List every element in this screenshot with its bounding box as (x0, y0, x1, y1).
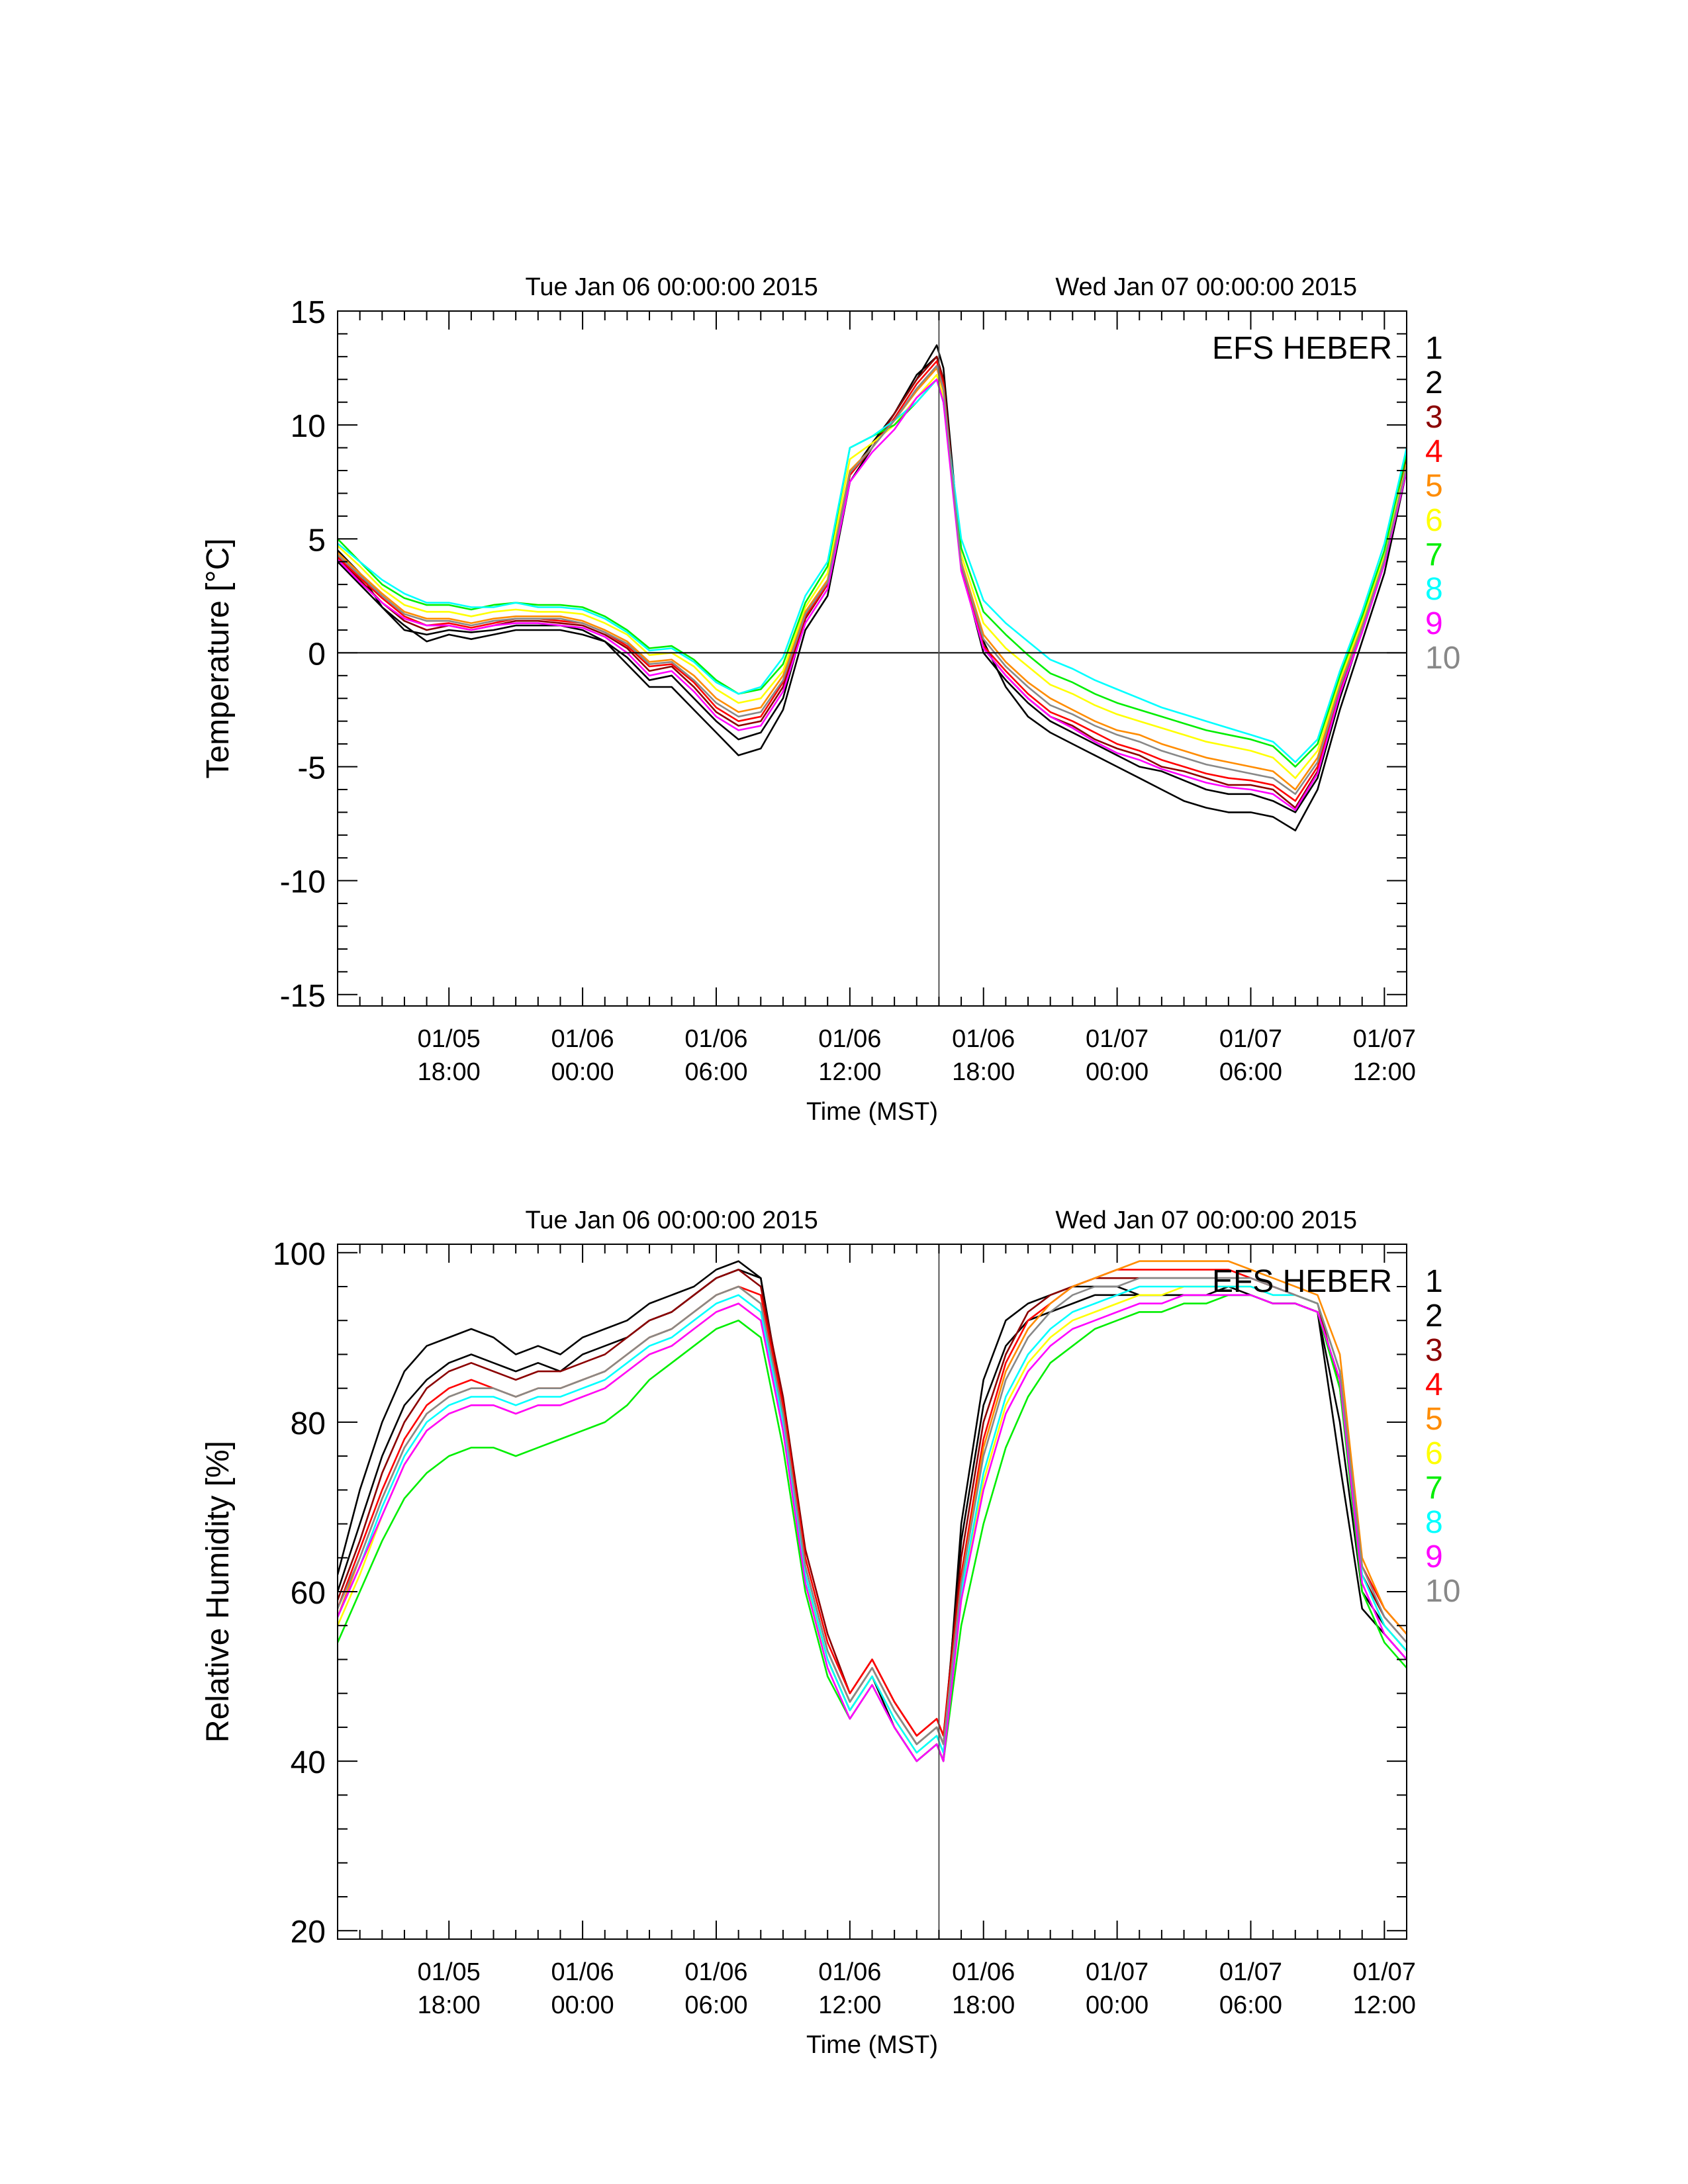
x-tick-time: 18:00 (952, 1058, 1015, 1086)
legend-item-1: 1 (1425, 331, 1443, 366)
y-tick-label: -5 (297, 751, 326, 786)
temperature-chart: 01/05 18:00 01/06 00:00 01/06 06:00 01/06 12:00… (201, 273, 1460, 1125)
legend-item-6: 6 (1425, 1436, 1443, 1471)
series-line-3 (338, 355, 1407, 809)
y-tick-label: 15 (291, 295, 326, 330)
legend-item-3: 3 (1425, 1333, 1443, 1368)
x-tick-date: 01/06 (684, 1958, 747, 1986)
station-label: EFS HEBER (1212, 331, 1392, 366)
series-group (338, 344, 1407, 832)
y-tick-label: 0 (308, 637, 326, 672)
legend-item-9: 9 (1425, 606, 1443, 641)
series-line-7 (338, 378, 1407, 768)
series-line-8 (338, 378, 1407, 763)
x-tick-date: 01/07 (1086, 1958, 1149, 1986)
x-tick-date: 01/07 (1353, 1025, 1416, 1053)
x-tick-time: 00:00 (1086, 1991, 1149, 2019)
x-tick-time: 00:00 (551, 1991, 614, 2019)
x-axis-title: Time (MST) (806, 2031, 938, 2059)
x-tick-time: 12:00 (1353, 1991, 1416, 2019)
top-date-label: Wed Jan 07 00:00:00 2015 (1055, 273, 1357, 301)
series-line-5 (338, 367, 1407, 791)
y-tick-label: 10 (291, 409, 326, 444)
x-tick-date: 01/07 (1353, 1958, 1416, 1986)
legend-item-2: 2 (1425, 365, 1443, 400)
series-line-1 (338, 344, 1407, 832)
legend-item-3: 3 (1425, 400, 1443, 435)
x-tick-date: 01/06 (551, 1025, 614, 1053)
x-tick-date: 01/06 (952, 1025, 1015, 1053)
legend-item-4: 4 (1425, 434, 1443, 469)
top-date-label: Wed Jan 07 00:00:00 2015 (1055, 1206, 1357, 1234)
x-tick-time: 18:00 (418, 1991, 481, 2019)
x-tick-date: 01/06 (551, 1958, 614, 1986)
legend-item-10: 10 (1425, 641, 1460, 676)
y-tick-label: -10 (280, 865, 326, 900)
y-tick-label: 100 (273, 1237, 326, 1272)
x-tick-time: 12:00 (818, 1991, 881, 2019)
x-tick-time: 18:00 (952, 1991, 1015, 2019)
top-date-label: Tue Jan 06 00:00:00 2015 (526, 1206, 818, 1234)
x-tick-time: 18:00 (418, 1058, 481, 1086)
x-tick-time: 06:00 (684, 1991, 747, 2019)
x-tick-time: 12:00 (1353, 1058, 1416, 1086)
x-tick-date: 01/05 (418, 1025, 481, 1053)
humidity-chart: 01/05 18:00 01/06 00:00 01/06 06:00 01/06 12:00… (201, 1206, 1460, 2059)
legend-item-10: 10 (1425, 1574, 1460, 1609)
plot-frame (337, 310, 1407, 1007)
series-line-4 (338, 1269, 1407, 1737)
x-tick-date: 01/06 (684, 1025, 747, 1053)
x-tick-date: 01/07 (1219, 1025, 1282, 1053)
series-line-3 (338, 1269, 1407, 1737)
x-tick-time: 00:00 (1086, 1058, 1149, 1086)
legend-item-6: 6 (1425, 503, 1443, 538)
x-tick-date: 01/07 (1086, 1025, 1149, 1053)
series-line-10 (338, 1277, 1407, 1745)
legend-item-8: 8 (1425, 572, 1443, 607)
y-tick-label: -15 (280, 979, 326, 1014)
x-axis-title: Time (MST) (806, 1098, 938, 1125)
top-date-label: Tue Jan 06 00:00:00 2015 (526, 273, 818, 301)
legend-item-2: 2 (1425, 1298, 1443, 1334)
x-tick-time: 06:00 (1219, 1991, 1282, 2019)
series-line-1 (338, 1260, 1407, 1762)
x-tick-date: 01/06 (952, 1958, 1015, 1986)
series-line-9 (338, 378, 1407, 811)
legend-item-8: 8 (1425, 1505, 1443, 1540)
y-axis-title: Relative Humidity [%] (201, 1441, 236, 1743)
y-axis-title: Temperature [°C] (201, 538, 236, 778)
x-tick-time: 06:00 (1219, 1058, 1282, 1086)
series-line-5 (338, 1260, 1407, 1745)
y-tick-label: 60 (291, 1576, 326, 1611)
x-tick-date: 01/05 (418, 1958, 481, 1986)
x-tick-date: 01/06 (818, 1025, 881, 1053)
legend-item-1: 1 (1425, 1264, 1443, 1299)
y-tick-label: 80 (291, 1406, 326, 1441)
series-group (338, 1260, 1407, 1762)
x-tick-time: 12:00 (818, 1058, 881, 1086)
x-tick-date: 01/07 (1219, 1958, 1282, 1986)
y-tick-label: 5 (308, 523, 326, 558)
x-tick-time: 00:00 (551, 1058, 614, 1086)
series-line-6 (338, 1285, 1407, 1754)
series-line-10 (338, 365, 1407, 796)
plot-frame (337, 1244, 1407, 1940)
legend-item-4: 4 (1425, 1367, 1443, 1402)
x-tick-time: 06:00 (684, 1058, 747, 1086)
legend-item-5: 5 (1425, 469, 1443, 504)
x-tick-date: 01/06 (818, 1958, 881, 1986)
station-label: EFS HEBER (1212, 1264, 1392, 1299)
legend-item-9: 9 (1425, 1539, 1443, 1574)
series-line-8 (338, 1285, 1407, 1754)
y-tick-label: 20 (291, 1915, 326, 1950)
series-line-9 (338, 1294, 1407, 1762)
legend-item-7: 7 (1425, 1471, 1443, 1506)
y-tick-label: 40 (291, 1745, 326, 1780)
series-line-2 (338, 355, 1407, 813)
legend-item-5: 5 (1425, 1402, 1443, 1437)
legend-item-7: 7 (1425, 537, 1443, 572)
series-line-4 (338, 360, 1407, 802)
